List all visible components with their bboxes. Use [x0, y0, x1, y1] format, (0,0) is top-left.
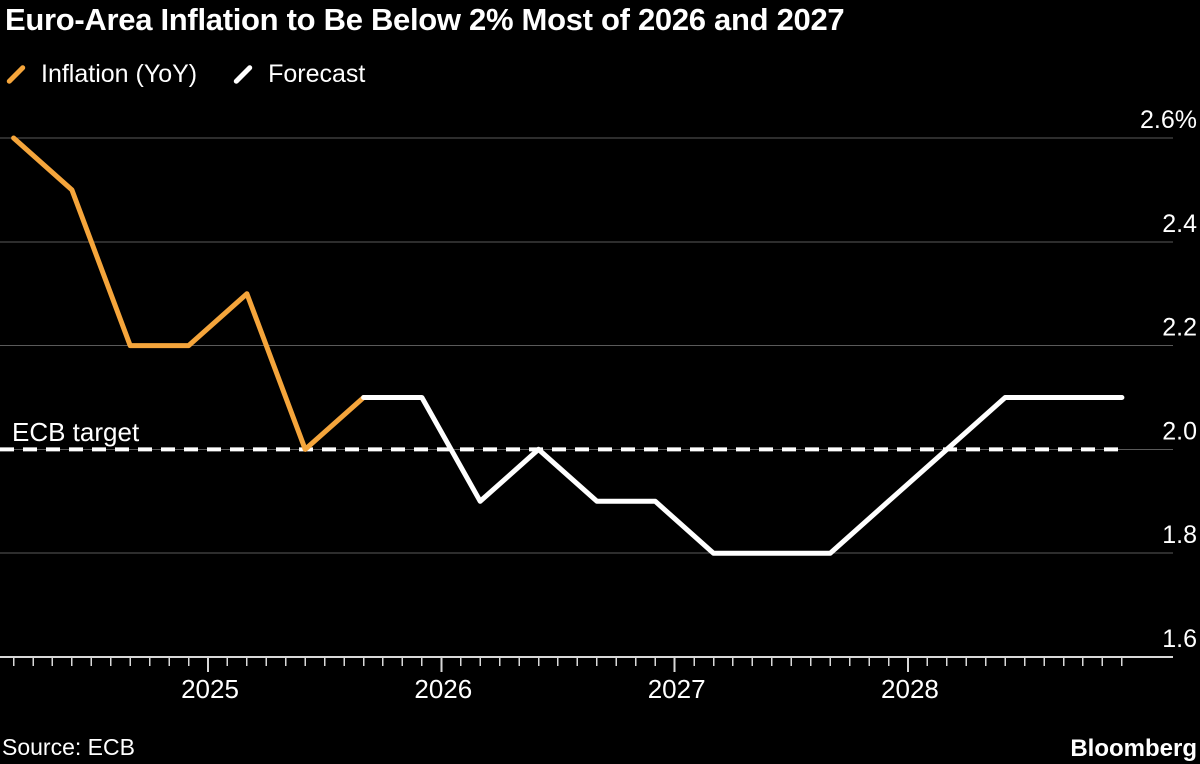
x-axis-label: 2028	[881, 674, 939, 704]
inflation-line	[11, 135, 367, 452]
y-axis-label: 2.0	[1162, 417, 1197, 445]
x-axis-label: 2025	[181, 674, 239, 704]
source-text: Source: ECB	[2, 734, 135, 760]
legend: Inflation (YoY) Forecast	[4, 60, 365, 89]
bloomberg-logo: Bloomberg	[1070, 735, 1197, 762]
x-axis-label: 2026	[414, 674, 472, 704]
legend-label-forecast: Forecast	[268, 60, 366, 88]
forecast-line	[361, 395, 1125, 556]
y-axis-label: 1.6	[1162, 625, 1197, 653]
y-axis-label: 2.4	[1162, 210, 1197, 238]
x-axis-label: 2027	[648, 674, 706, 704]
legend-item-forecast: Forecast	[231, 60, 365, 89]
y-axis-label: 2.2	[1162, 314, 1197, 342]
legend-item-inflation: Inflation (YoY)	[4, 60, 197, 89]
legend-label-inflation: Inflation (YoY)	[41, 60, 198, 88]
y-axis-label: 2.6%	[1140, 106, 1197, 134]
y-axis-label: 1.8	[1162, 521, 1197, 549]
chart-title: Euro-Area Inflation to Be Below 2% Most …	[5, 2, 845, 37]
ecb-target-label: ECB target	[12, 417, 140, 447]
